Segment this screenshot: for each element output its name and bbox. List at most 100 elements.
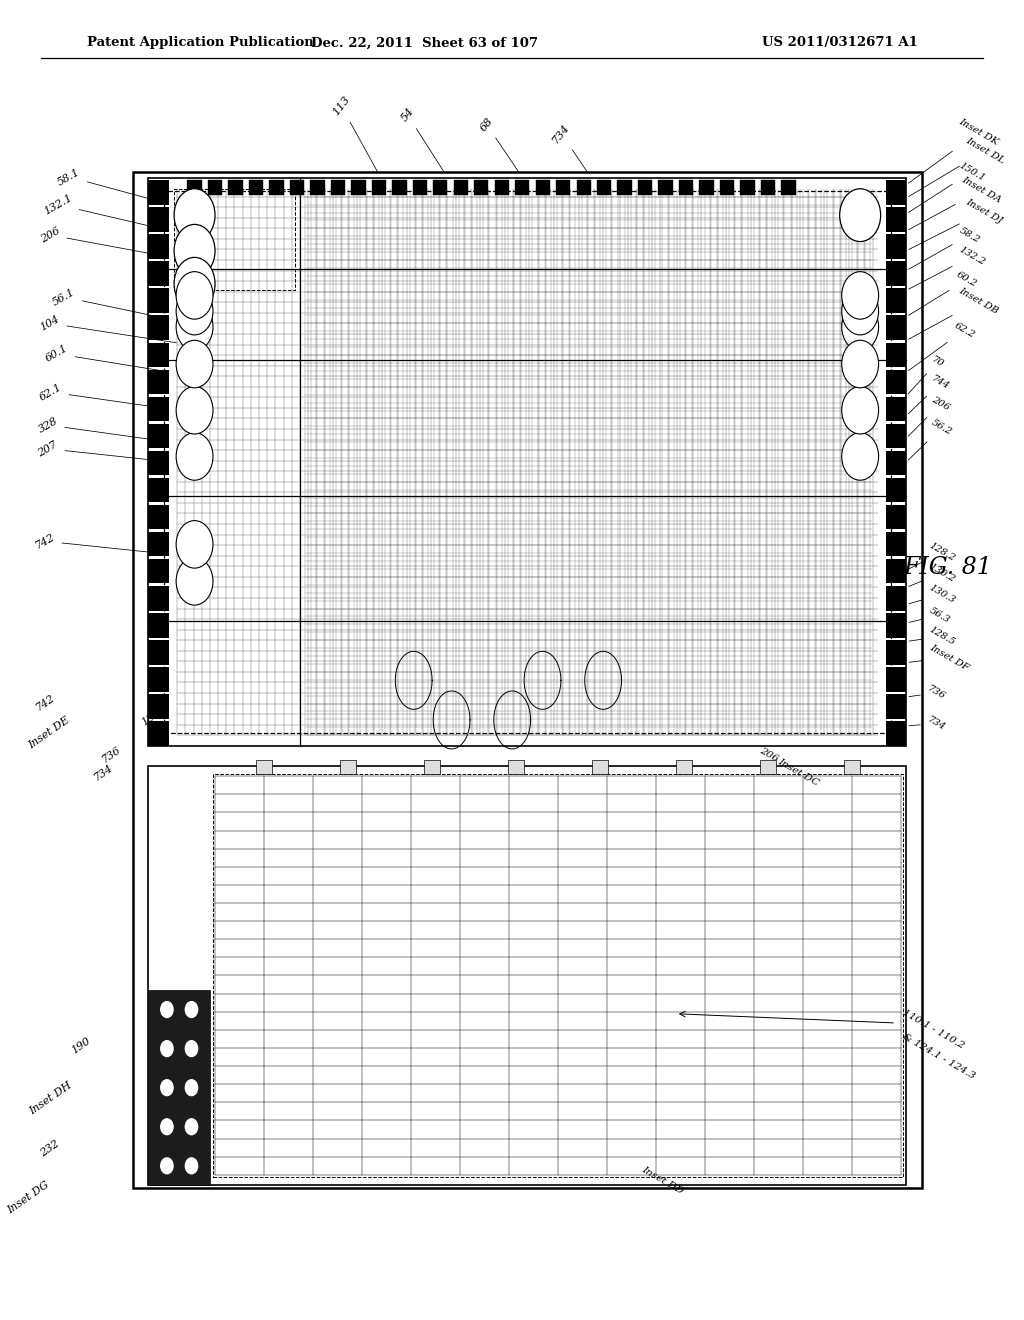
Text: 54: 54 <box>399 106 444 172</box>
Circle shape <box>185 1080 198 1096</box>
Circle shape <box>176 557 213 605</box>
Bar <box>148 478 169 503</box>
Text: 130.2: 130.2 <box>909 562 957 586</box>
Bar <box>148 343 169 367</box>
Text: Inset DJ: Inset DJ <box>908 197 1005 249</box>
Bar <box>148 668 169 692</box>
Bar <box>474 180 488 195</box>
Circle shape <box>842 304 879 351</box>
Bar <box>148 315 169 341</box>
Bar <box>148 640 169 665</box>
Circle shape <box>176 387 213 434</box>
Text: Inset DD: Inset DD <box>640 1164 685 1196</box>
Bar <box>249 180 263 195</box>
Circle shape <box>840 189 881 242</box>
Circle shape <box>176 272 213 319</box>
Bar <box>424 760 440 774</box>
Circle shape <box>161 1158 173 1173</box>
Bar <box>886 261 906 286</box>
Bar <box>148 451 169 475</box>
Bar <box>886 424 906 449</box>
Text: Inset DL: Inset DL <box>908 136 1007 197</box>
Bar <box>592 760 608 774</box>
Bar <box>886 612 906 638</box>
Bar <box>886 586 906 610</box>
Bar <box>148 397 169 421</box>
Bar <box>164 191 891 733</box>
Bar <box>331 180 345 195</box>
Bar <box>187 180 202 195</box>
Text: 206: 206 <box>39 226 168 257</box>
Bar <box>676 760 692 774</box>
Text: 56.2: 56.2 <box>908 418 953 461</box>
Bar <box>148 289 169 313</box>
Text: 150.1: 150.1 <box>908 161 987 213</box>
Bar <box>148 178 906 746</box>
Bar <box>556 180 570 195</box>
Bar <box>886 532 906 557</box>
Text: 104: 104 <box>39 314 176 343</box>
Bar <box>781 180 796 195</box>
Circle shape <box>185 1040 198 1056</box>
Text: 58.2: 58.2 <box>908 226 981 269</box>
Bar <box>256 760 272 774</box>
Bar <box>148 532 169 557</box>
Text: Inset DF: Inset DF <box>909 643 970 672</box>
Bar <box>454 180 468 195</box>
Bar <box>886 721 906 746</box>
Circle shape <box>185 1002 198 1018</box>
Circle shape <box>161 1002 173 1018</box>
Bar <box>148 207 169 232</box>
Bar <box>148 586 169 610</box>
Bar <box>886 181 906 205</box>
Bar <box>148 424 169 449</box>
Bar <box>886 451 906 475</box>
Text: 736: 736 <box>100 744 123 766</box>
Bar <box>658 180 673 195</box>
Circle shape <box>161 1080 173 1096</box>
Bar <box>886 289 906 313</box>
Bar <box>495 180 509 195</box>
Circle shape <box>174 257 215 310</box>
Bar <box>392 180 407 195</box>
Text: 56.1: 56.1 <box>51 286 168 319</box>
Bar <box>174 189 295 290</box>
Text: 232: 232 <box>39 1138 61 1159</box>
Bar <box>213 774 903 1177</box>
Text: 110.1 - 110.2: 110.1 - 110.2 <box>901 1008 966 1051</box>
Text: 206: 206 <box>758 746 779 764</box>
Text: 128.5: 128.5 <box>909 626 957 647</box>
Bar <box>148 721 169 746</box>
Text: Inset DA: Inset DA <box>908 176 1004 230</box>
Circle shape <box>174 224 215 277</box>
Bar <box>148 694 169 718</box>
Text: 68: 68 <box>478 115 518 172</box>
Text: FIG. 81: FIG. 81 <box>903 556 992 579</box>
Circle shape <box>842 288 879 335</box>
Bar <box>886 397 906 421</box>
Text: 734: 734 <box>551 121 587 172</box>
Bar <box>148 506 169 529</box>
Text: 70: 70 <box>908 355 945 393</box>
Text: Inset DG: Inset DG <box>6 1179 51 1216</box>
Bar <box>536 180 550 195</box>
Circle shape <box>842 387 879 434</box>
Bar <box>886 235 906 259</box>
Bar <box>886 343 906 367</box>
Circle shape <box>842 341 879 388</box>
Text: 188: 188 <box>139 708 162 729</box>
Text: 132.1: 132.1 <box>42 193 168 231</box>
Bar <box>886 640 906 665</box>
Bar <box>310 180 325 195</box>
Text: Dec. 22, 2011  Sheet 63 of 107: Dec. 22, 2011 Sheet 63 of 107 <box>311 37 539 49</box>
Circle shape <box>185 1119 198 1135</box>
Text: 132.2: 132.2 <box>908 246 987 289</box>
Text: 190: 190 <box>70 1035 92 1056</box>
Text: 742: 742 <box>34 532 168 554</box>
Bar <box>886 478 906 503</box>
Text: 207: 207 <box>37 440 168 462</box>
Bar <box>508 760 524 774</box>
Text: Inset DB: Inset DB <box>908 286 1000 339</box>
Bar <box>148 370 169 393</box>
Text: 742: 742 <box>34 692 56 713</box>
